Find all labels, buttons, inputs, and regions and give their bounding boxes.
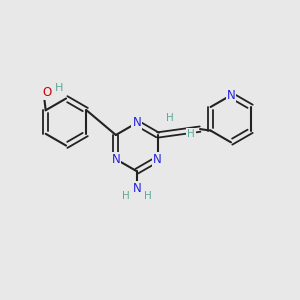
Text: H: H: [122, 191, 129, 201]
Text: N: N: [112, 153, 120, 166]
Text: N: N: [153, 153, 162, 166]
Text: H: H: [187, 129, 195, 139]
Text: H: H: [166, 113, 174, 123]
Text: N: N: [226, 89, 236, 102]
Text: H: H: [55, 83, 64, 94]
Text: O: O: [43, 86, 52, 99]
Text: H: H: [144, 191, 152, 201]
Text: N: N: [132, 182, 141, 195]
Text: N: N: [132, 116, 141, 129]
